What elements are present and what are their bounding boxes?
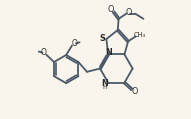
Text: O: O [40,48,46,57]
Text: S: S [100,34,105,43]
Text: N: N [105,48,112,57]
Text: H: H [103,85,107,90]
Text: O: O [72,39,78,48]
Text: CH₃: CH₃ [134,32,146,38]
Text: O: O [131,87,138,96]
Text: O: O [126,8,132,17]
Text: O: O [108,5,114,14]
Text: N: N [102,79,108,87]
